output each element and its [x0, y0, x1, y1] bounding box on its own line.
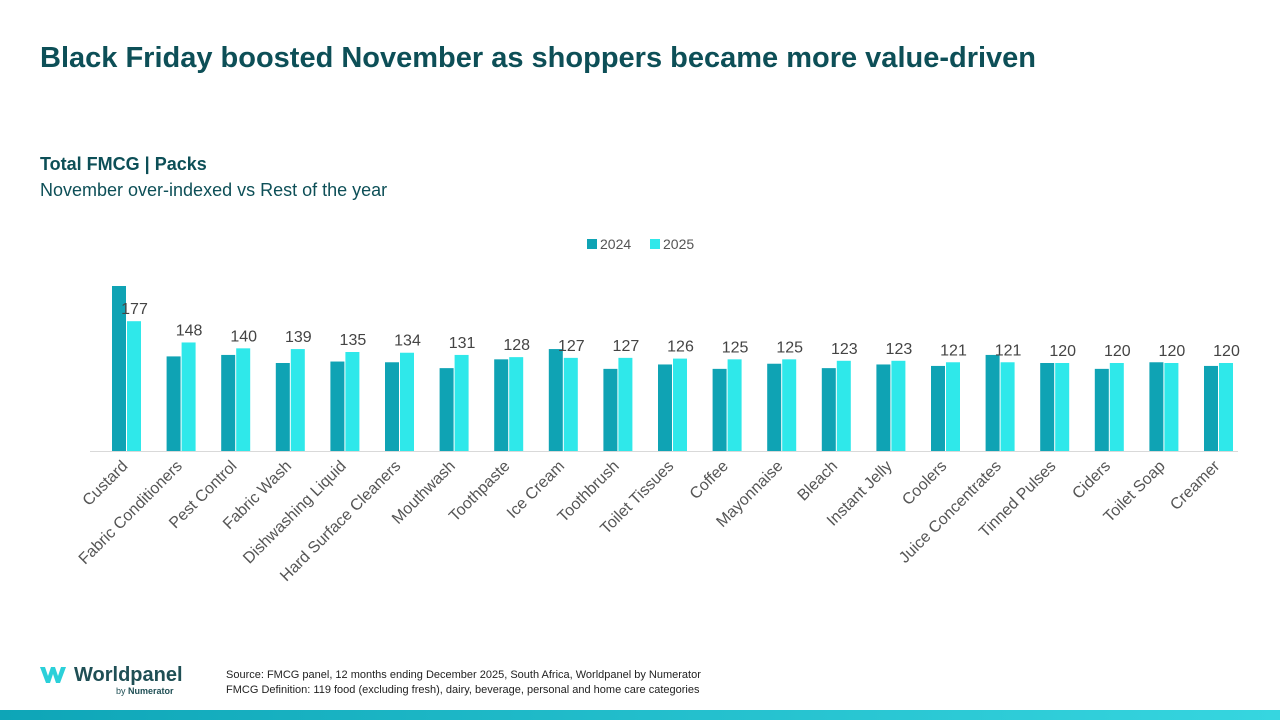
source-line-2: FMCG Definition: 119 food (excluding fre… [226, 684, 700, 696]
data-label: 120 [1049, 343, 1076, 360]
bar-2025-toilet-soap [1164, 363, 1179, 451]
source-note: Source: FMCG panel, 12 months ending Dec… [226, 668, 701, 698]
bar-2025-pest-control [236, 348, 251, 451]
bar-2024-ice-cream [548, 349, 563, 451]
data-label: 125 [776, 339, 803, 356]
logo-name: Worldpanel [74, 664, 183, 686]
bar-2025-toothbrush [618, 357, 633, 451]
data-label: 120 [1159, 343, 1186, 360]
data-label: 131 [449, 335, 476, 352]
logo-brand: Numerator [128, 686, 174, 696]
data-label: 134 [394, 333, 421, 350]
bar-2024-dishwashing-liquid [330, 361, 345, 451]
bar-2025-toothpaste [509, 357, 524, 451]
bar-2024-toilet-soap [1149, 362, 1164, 451]
category-label: Juice Concentrates [896, 458, 1005, 567]
bar-2025-coffee [727, 359, 742, 451]
data-label: 123 [886, 341, 913, 358]
bar-2025-fabric-wash [290, 349, 305, 451]
category-label: Coolers [899, 458, 950, 509]
logo-by: by [116, 686, 126, 696]
bar-2024-creamer [1204, 365, 1218, 451]
bar-2025-ciders [1109, 363, 1124, 451]
bar-2024-pest-control [221, 354, 236, 451]
data-label: 121 [940, 342, 967, 359]
bar-2024-mayonnaise [767, 363, 782, 451]
data-label: 125 [722, 339, 749, 356]
bar-2025-mayonnaise [782, 359, 797, 451]
data-label: 140 [230, 328, 257, 345]
page-title: Black Friday boosted November as shopper… [40, 42, 1037, 74]
bar-2025-ice-cream [563, 357, 578, 451]
bar-2024-bleach [821, 368, 836, 451]
bar-2025-toilet-tissues [673, 358, 687, 451]
bar-2025-tinned-pulses [1055, 363, 1070, 451]
data-label: 123 [831, 341, 858, 358]
data-label: 177 [121, 301, 148, 318]
data-label: 126 [667, 339, 694, 356]
bottom-accent-bar [0, 710, 1280, 720]
bar-2024-juice-concentrates [985, 354, 1000, 451]
legend-swatch-2024 [587, 239, 597, 249]
bar-2025-fabric-conditioners [181, 342, 196, 451]
bar-2024-ciders [1094, 368, 1109, 451]
bar-2024-toothpaste [494, 359, 509, 451]
bar-2024-coffee [712, 368, 727, 451]
chart-legend: 2024 2025 [587, 236, 694, 252]
source-line-1: Source: FMCG panel, 12 months ending Dec… [226, 669, 701, 681]
logo-byline: by Numerator [116, 686, 183, 696]
bar-2024-tinned-pulses [1040, 363, 1055, 451]
bar-2025-bleach [836, 360, 851, 451]
data-label: 139 [285, 329, 312, 346]
data-label: 127 [613, 338, 640, 355]
bar-2025-juice-concentrates [1000, 362, 1015, 451]
bar-2025-hard-surface-cleaners [400, 352, 414, 451]
worldpanel-logo-icon [40, 667, 66, 683]
category-label: Dishwashing Liquid [240, 458, 350, 568]
bar-2024-mouthwash [439, 368, 454, 451]
bar-2024-toilet-tissues [658, 364, 672, 451]
bar-2024-hard-surface-cleaners [385, 362, 399, 451]
bar-2024-fabric-conditioners [166, 356, 181, 451]
data-label: 127 [558, 338, 585, 355]
bar-2025-creamer [1219, 363, 1233, 451]
chart-description: November over-indexed vs Rest of the yea… [40, 180, 388, 200]
category-label: Bleach [795, 458, 842, 505]
data-label: 120 [1213, 343, 1240, 360]
data-label: 148 [176, 322, 203, 339]
category-label: Fabric Conditioners [76, 458, 186, 568]
data-label: 121 [995, 342, 1022, 359]
bar-2024-coolers [931, 365, 945, 451]
bar-2025-coolers [946, 362, 960, 451]
bar-2024-custard [112, 286, 126, 451]
legend-label-2025: 2025 [663, 236, 694, 252]
legend-swatch-2025 [650, 239, 660, 249]
bar-2025-mouthwash [454, 354, 469, 451]
bar-2025-instant-jelly [891, 360, 906, 451]
category-label: Ciders [1069, 458, 1114, 503]
worldpanel-logo: Worldpanel by Numerator [38, 664, 183, 696]
bar-2024-toothbrush [603, 368, 618, 451]
bar-2024-fabric-wash [275, 363, 290, 451]
bar-2025-dishwashing-liquid [345, 352, 360, 451]
bar-2025-custard [127, 321, 141, 451]
data-label: 135 [340, 332, 367, 349]
bar-2024-instant-jelly [876, 364, 891, 451]
category-label: Creamer [1167, 457, 1224, 514]
chart-subtitle: Total FMCG | Packs [40, 154, 207, 174]
category-label: Coffee [687, 458, 732, 503]
data-label: 128 [503, 337, 530, 354]
legend-label-2024: 2024 [600, 236, 631, 252]
data-label: 120 [1104, 343, 1131, 360]
category-label: Custard [80, 458, 132, 510]
